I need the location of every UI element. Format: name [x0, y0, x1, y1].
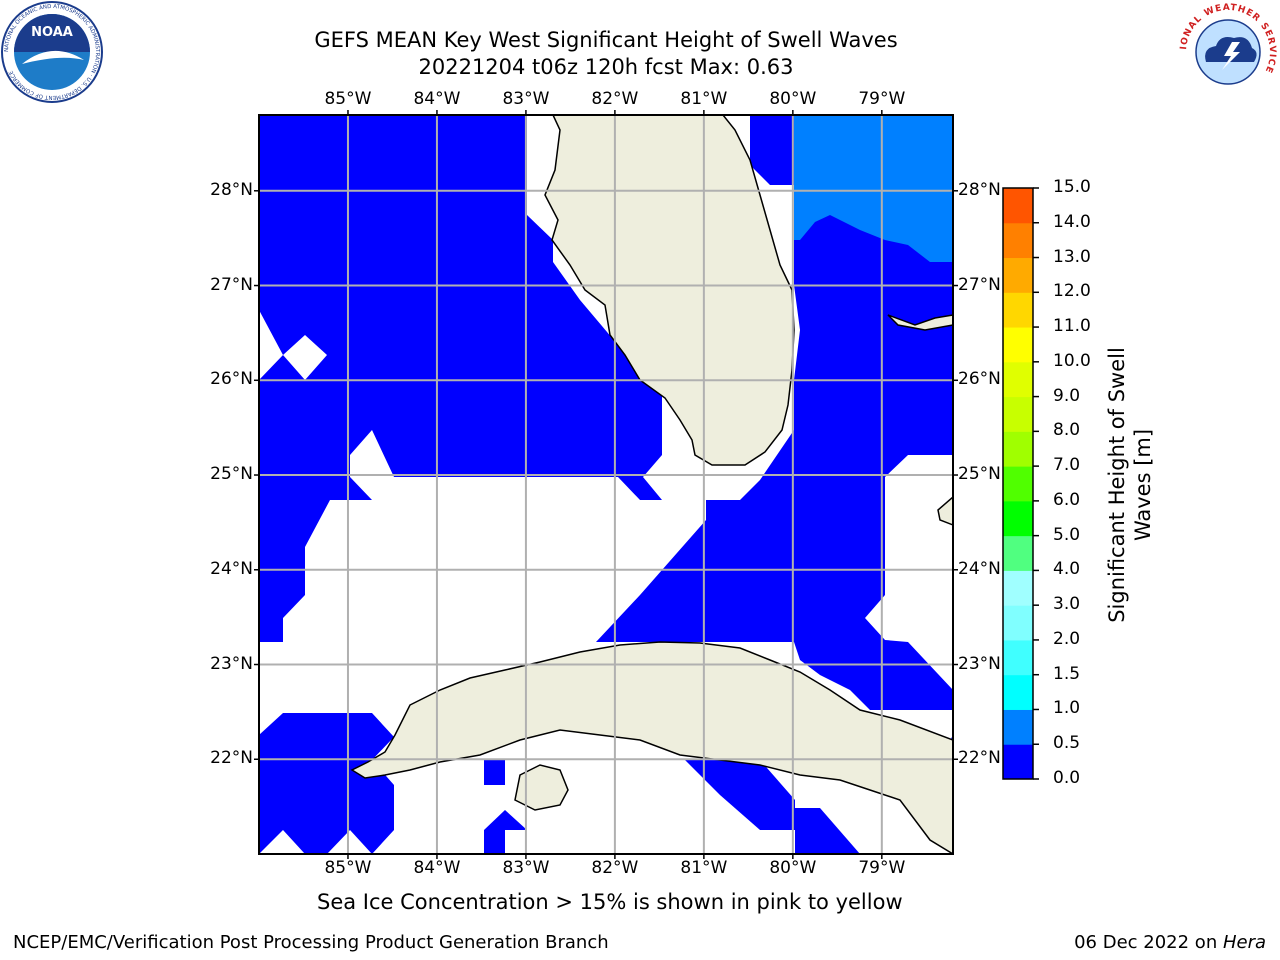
- colorbar-tick-label: 4.0: [1053, 559, 1081, 580]
- bahamas-island-south: [937, 496, 953, 526]
- lat-label-left: 27°N: [210, 274, 253, 295]
- footer-date: 06 Dec 2022 on Hera: [1074, 932, 1266, 953]
- florida-peninsula: [544, 115, 795, 466]
- footer-date-text: 06 Dec 2022 on: [1074, 932, 1223, 953]
- lon-label-top: 81°W: [680, 89, 728, 109]
- colorbar-title: Significant Height of Swell Waves [m]: [1104, 347, 1156, 623]
- colorbar-tick-label: 0.5: [1053, 733, 1081, 754]
- lat-label-right: 28°N: [958, 179, 1001, 200]
- swell-fill-mid: [794, 115, 953, 262]
- lon-label-bottom: 84°W: [413, 858, 461, 878]
- lon-label-bottom: 83°W: [502, 858, 550, 878]
- colorbar-bin: [1003, 570, 1033, 606]
- chart-title-line2: 20221204 t06z 120h fcst Max: 0.63: [418, 55, 794, 79]
- cuba-island: [350, 641, 953, 854]
- bahamas-island: [887, 314, 953, 331]
- colorbar-title-line1: Significant Height of Swell: [1105, 347, 1129, 623]
- lon-label-top: 82°W: [591, 89, 639, 109]
- colorbar-tick-label: 12.0: [1053, 281, 1091, 302]
- lat-label-left: 24°N: [210, 558, 253, 579]
- colorbar-bin: [1003, 257, 1033, 293]
- colorbar-tick-label: 14.0: [1053, 211, 1091, 232]
- colorbar-bin: [1003, 188, 1033, 224]
- colorbar-bin: [1003, 431, 1033, 467]
- colorbar-bin: [1003, 535, 1033, 571]
- lon-label-bottom: 80°W: [769, 858, 817, 878]
- lat-label-left: 25°N: [210, 464, 253, 485]
- lon-label-top: 84°W: [413, 89, 461, 109]
- lon-label-top: 85°W: [324, 89, 372, 109]
- colorbar-tick-label: 0.0: [1053, 768, 1081, 788]
- colorbar-bin: [1003, 674, 1033, 710]
- colorbar-bin: [1003, 327, 1033, 363]
- sea-ice-caption: Sea Ice Concentration > 15% is shown in …: [317, 890, 903, 914]
- colorbar-tick-label: 2.0: [1053, 628, 1081, 649]
- lon-label-bottom: 79°W: [858, 858, 906, 878]
- colorbar-frame: [1002, 187, 1034, 780]
- lon-label-top: 80°W: [769, 89, 817, 109]
- footer-host: Hera: [1222, 932, 1266, 953]
- lat-label-left: 26°N: [210, 369, 253, 390]
- lat-label-left: 28°N: [210, 179, 253, 200]
- colorbar-tick-label: 1.0: [1053, 698, 1081, 719]
- colorbar-tick-label: 9.0: [1053, 385, 1081, 406]
- colorbar-tick-label: 13.0: [1053, 246, 1091, 267]
- lon-label-top: 79°W: [858, 89, 906, 109]
- colorbar-tick-label: 3.0: [1053, 594, 1081, 615]
- lat-label-right: 26°N: [958, 369, 1001, 390]
- lon-label-bottom: 82°W: [591, 858, 639, 878]
- map-content: [259, 115, 953, 854]
- nws-logo: NATIONAL WEATHER SERVICE: [1176, 0, 1278, 102]
- isla-juventud: [514, 764, 569, 811]
- noaa-logo: NATIONAL OCEANIC AND ATMOSPHERIC ADMINIS…: [1, 1, 103, 103]
- lat-label-right: 23°N: [958, 653, 1001, 674]
- lon-label-top: 83°W: [502, 89, 550, 109]
- lon-label-bottom: 85°W: [324, 858, 372, 878]
- colorbar: [1002, 187, 1039, 780]
- colorbar-bin: [1003, 500, 1033, 537]
- chart-title-line1: GEFS MEAN Key West Significant Height of…: [314, 28, 898, 52]
- svg-text:NOAA: NOAA: [31, 25, 73, 40]
- colorbar-bin: [1003, 709, 1033, 745]
- land: [350, 115, 953, 854]
- grid-lines: [259, 115, 953, 854]
- colorbar-bin: [1003, 639, 1033, 676]
- lon-label-bottom: 81°W: [680, 858, 728, 878]
- colorbar-bin: [1003, 744, 1033, 780]
- colorbar-tick-label: 15.0: [1053, 177, 1091, 197]
- colorbar-tick-label: 8.0: [1053, 420, 1081, 441]
- tick-marks: [254, 110, 958, 859]
- map-frame: [258, 114, 954, 855]
- lat-label-right: 24°N: [958, 558, 1001, 579]
- colorbar-bin: [1003, 605, 1033, 641]
- swell-fill-low: [259, 115, 953, 854]
- colorbar-bin: [1003, 222, 1033, 259]
- lat-label-right: 22°N: [958, 748, 1001, 769]
- colorbar-bin: [1003, 292, 1033, 328]
- colorbar-tick-label: 11.0: [1053, 316, 1091, 337]
- colorbar-tick-label: 6.0: [1053, 489, 1081, 510]
- colorbar-tick-label: 7.0: [1053, 455, 1081, 476]
- lat-label-right: 27°N: [958, 274, 1001, 295]
- footer-branch: NCEP/EMC/Verification Post Processing Pr…: [13, 932, 609, 953]
- lat-label-left: 22°N: [210, 748, 253, 769]
- colorbar-tick-label: 5.0: [1053, 524, 1081, 545]
- colorbar-tick-label: 1.5: [1053, 663, 1081, 684]
- colorbar-bin: [1003, 396, 1033, 432]
- lat-label-right: 25°N: [958, 464, 1001, 485]
- colorbar-bin: [1003, 361, 1033, 398]
- lat-label-left: 23°N: [210, 653, 253, 674]
- colorbar-title-line2: Waves [m]: [1131, 428, 1155, 542]
- colorbar-bin: [1003, 466, 1033, 502]
- colorbar-tick-label: 10.0: [1053, 350, 1091, 371]
